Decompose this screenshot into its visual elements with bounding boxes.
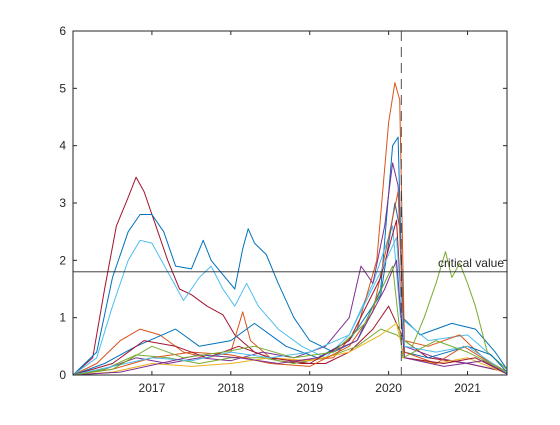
reference-lines — [73, 31, 507, 375]
series-line-12 — [73, 259, 507, 375]
x-tick-label: 2021 — [454, 381, 481, 395]
y-tick-label: 3 — [59, 196, 66, 210]
y-tick-label: 1 — [59, 311, 66, 325]
y-tick-label: 2 — [59, 253, 66, 267]
series-line-8 — [73, 202, 507, 375]
y-tick-label: 4 — [59, 139, 66, 153]
annotations: critical value — [438, 256, 504, 270]
y-tick-label: 6 — [59, 24, 66, 38]
x-tick-label: 2018 — [217, 381, 244, 395]
series-line-4 — [73, 82, 507, 375]
axis-ticks: 0 1 2 3 4 5 6 2017 2018 2019 2020 2021 — [59, 24, 507, 395]
series-line-1 — [73, 176, 507, 375]
x-tick-label: 2019 — [296, 381, 323, 395]
x-tick-label: 2020 — [375, 381, 402, 395]
series-layer — [73, 82, 507, 375]
series-line-9 — [73, 191, 507, 375]
series-line-6 — [73, 251, 507, 375]
critical-value-label: critical value — [438, 256, 504, 270]
y-tick-label: 5 — [59, 81, 66, 95]
series-line-10 — [73, 219, 507, 375]
series-line-3 — [73, 225, 507, 375]
series-line-11 — [73, 236, 507, 375]
x-tick-label: 2017 — [139, 381, 166, 395]
series-line-13 — [73, 265, 507, 375]
series-line-7 — [73, 322, 507, 375]
plot-frame — [72, 30, 508, 376]
y-tick-label: 0 — [59, 368, 66, 382]
